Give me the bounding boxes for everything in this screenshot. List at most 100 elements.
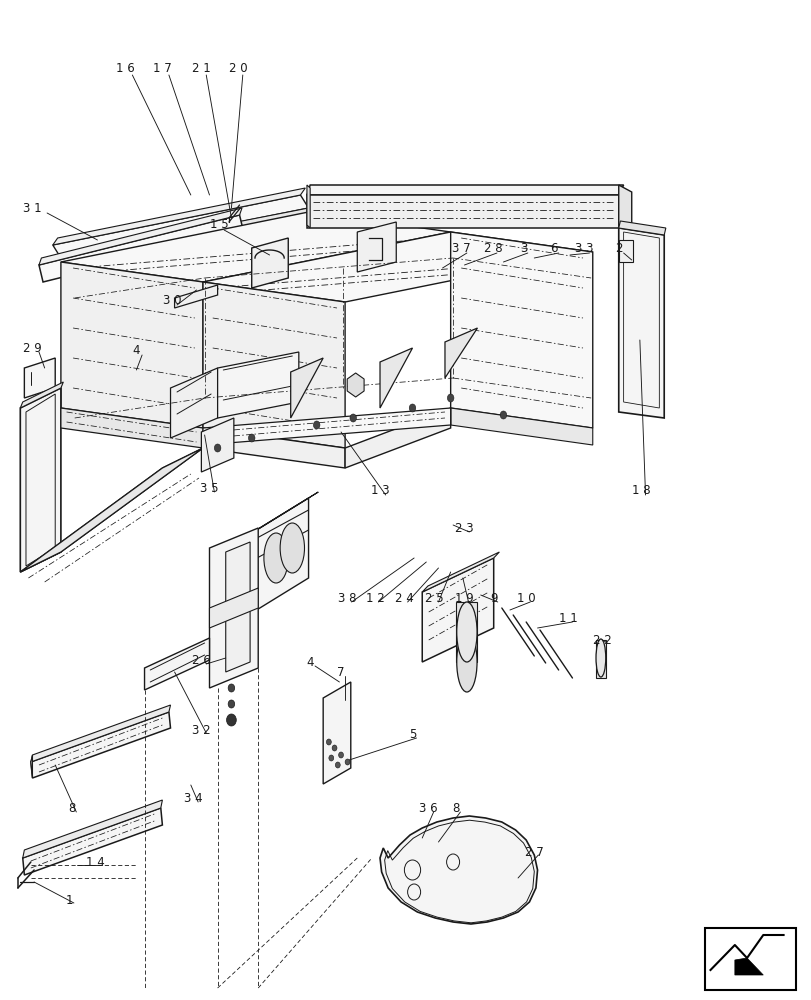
Polygon shape [20, 448, 203, 572]
Circle shape [500, 411, 506, 419]
Polygon shape [225, 542, 250, 672]
Circle shape [326, 739, 331, 745]
Text: 1 4: 1 4 [86, 856, 105, 868]
Circle shape [191, 401, 198, 409]
Circle shape [345, 759, 350, 765]
Polygon shape [53, 188, 305, 245]
Polygon shape [53, 208, 308, 268]
Text: 2 9: 2 9 [23, 342, 42, 355]
Text: 1 3: 1 3 [371, 484, 388, 496]
Polygon shape [144, 638, 209, 690]
Text: 5: 5 [408, 728, 416, 742]
Polygon shape [31, 705, 170, 762]
Polygon shape [618, 228, 663, 418]
Polygon shape [20, 388, 61, 572]
Text: 3 0: 3 0 [163, 294, 181, 306]
Circle shape [338, 752, 343, 758]
Text: 4: 4 [306, 656, 314, 669]
Polygon shape [61, 262, 203, 428]
Polygon shape [174, 285, 217, 308]
Polygon shape [251, 238, 288, 288]
Circle shape [447, 394, 453, 402]
Polygon shape [203, 282, 345, 448]
Text: 1 6: 1 6 [116, 62, 135, 75]
Polygon shape [618, 240, 633, 262]
Circle shape [228, 700, 234, 708]
Circle shape [228, 684, 234, 692]
Polygon shape [243, 498, 308, 618]
Text: 3 4: 3 4 [184, 792, 202, 804]
Ellipse shape [595, 639, 605, 677]
Polygon shape [170, 368, 217, 438]
Circle shape [328, 755, 333, 761]
Ellipse shape [280, 523, 304, 573]
Polygon shape [39, 208, 242, 265]
Text: 2 5: 2 5 [425, 591, 443, 604]
Text: 3 3: 3 3 [575, 241, 593, 254]
Polygon shape [618, 221, 665, 235]
Text: 2 7: 2 7 [524, 845, 543, 858]
Polygon shape [203, 408, 450, 445]
Polygon shape [450, 408, 592, 445]
Text: 1 2: 1 2 [365, 591, 384, 604]
Polygon shape [307, 195, 618, 228]
Polygon shape [53, 195, 308, 258]
Text: 6: 6 [549, 241, 557, 254]
Text: 2 1: 2 1 [191, 62, 211, 75]
Polygon shape [24, 358, 55, 398]
Polygon shape [209, 588, 258, 628]
Circle shape [226, 714, 236, 726]
Polygon shape [595, 640, 605, 678]
Polygon shape [380, 816, 537, 924]
Circle shape [350, 414, 356, 422]
Text: 8: 8 [67, 802, 75, 814]
Polygon shape [618, 185, 631, 235]
Circle shape [335, 762, 340, 768]
Polygon shape [31, 755, 32, 778]
Polygon shape [357, 222, 396, 272]
Circle shape [313, 421, 320, 429]
Text: 1 8: 1 8 [632, 484, 650, 496]
Ellipse shape [264, 533, 288, 583]
Polygon shape [23, 800, 162, 858]
Text: 1 5: 1 5 [210, 219, 228, 232]
Text: 3 2: 3 2 [192, 724, 210, 736]
Text: 7: 7 [337, 666, 345, 679]
Polygon shape [380, 348, 412, 408]
Bar [704, 928, 795, 990]
Polygon shape [290, 358, 323, 418]
Polygon shape [20, 382, 63, 408]
Polygon shape [203, 428, 345, 468]
Polygon shape [61, 212, 450, 282]
Text: 3 8: 3 8 [338, 591, 356, 604]
Polygon shape [39, 215, 243, 282]
Text: 1 7: 1 7 [152, 62, 172, 75]
Polygon shape [323, 682, 350, 784]
Text: 3 7: 3 7 [452, 241, 470, 254]
Text: 2 3: 2 3 [455, 522, 473, 534]
Polygon shape [307, 185, 310, 228]
Polygon shape [422, 558, 493, 662]
Polygon shape [20, 448, 203, 572]
Polygon shape [31, 712, 170, 778]
Polygon shape [23, 808, 162, 875]
Polygon shape [217, 352, 298, 418]
Polygon shape [444, 328, 477, 378]
Text: 2 8: 2 8 [484, 241, 502, 254]
Polygon shape [61, 408, 203, 448]
Text: 1 1: 1 1 [558, 611, 577, 624]
Polygon shape [450, 232, 592, 428]
Polygon shape [201, 418, 234, 472]
Text: 1: 1 [65, 894, 73, 907]
Polygon shape [422, 552, 499, 592]
Polygon shape [345, 408, 450, 468]
Circle shape [332, 745, 337, 751]
Text: 8: 8 [452, 802, 460, 814]
Polygon shape [209, 528, 258, 688]
Text: 9: 9 [489, 591, 497, 604]
Circle shape [248, 434, 255, 442]
Ellipse shape [456, 632, 477, 692]
Text: 2 6: 2 6 [191, 654, 211, 667]
Polygon shape [734, 958, 762, 975]
Text: 3 5: 3 5 [200, 482, 218, 494]
